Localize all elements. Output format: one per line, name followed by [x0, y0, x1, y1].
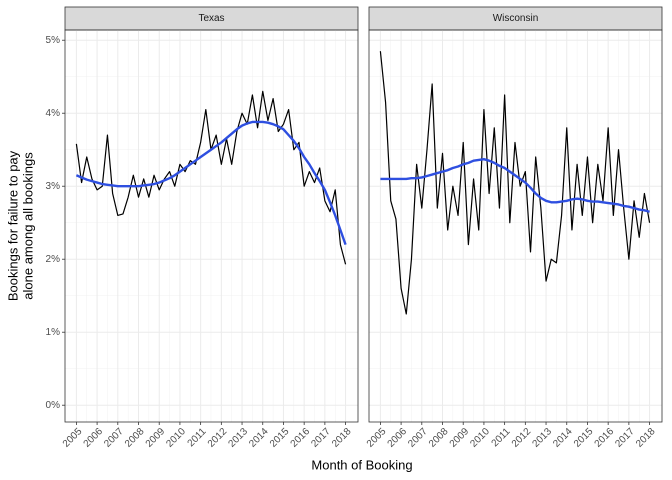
panel-border: [64, 29, 359, 423]
x-tick-label: 2011: [186, 426, 209, 449]
x-tick-label: 2009: [448, 426, 472, 450]
x-tick-label: 2016: [593, 426, 617, 450]
x-tick-label: 2013: [227, 426, 251, 450]
x-tick-label: 2012: [206, 426, 230, 450]
x-tick-label: 2005: [365, 426, 389, 450]
x-tick-label: 2013: [531, 426, 555, 450]
x-tick-label: 2007: [102, 426, 126, 450]
y-tick-label: 3%: [46, 181, 61, 192]
panel-background: [65, 30, 358, 422]
data-line: [379, 51, 651, 315]
y-axis-title: alone among all bookings: [20, 152, 35, 300]
x-tick-label: 2018: [330, 426, 354, 450]
x-tick-label: 2015: [572, 426, 596, 450]
strip-text: Texas: [198, 13, 224, 24]
x-tick-label: 2010: [468, 426, 492, 450]
x-tick-label: 2014: [247, 426, 271, 450]
panel-background: [369, 30, 662, 422]
x-tick-label: 2012: [510, 426, 534, 450]
panel-border: [368, 29, 663, 423]
x-tick-label: 2016: [289, 426, 313, 450]
y-tick-label: 4%: [46, 108, 61, 119]
x-tick-label: 2011: [490, 426, 513, 449]
strip-text: Wisconsin: [493, 13, 539, 24]
x-tick-label: 2014: [551, 426, 575, 450]
smooth-line: [380, 158, 650, 213]
y-tick-label: 5%: [46, 35, 61, 46]
y-axis-title: Bookings for failure to pay: [5, 150, 20, 301]
y-tick-label: 0%: [46, 400, 61, 411]
x-axis-title: Month of Booking: [311, 457, 412, 472]
x-tick-label: 2008: [427, 426, 451, 450]
x-tick-label: 2009: [144, 426, 168, 450]
x-tick-label: 2005: [61, 426, 85, 450]
x-tick-label: 2018: [634, 426, 658, 450]
x-tick-label: 2015: [268, 426, 292, 450]
smooth-line: [75, 120, 347, 246]
x-tick-label: 2010: [164, 426, 188, 450]
y-tick-label: 1%: [46, 327, 61, 338]
x-tick-label: 2017: [613, 426, 637, 450]
x-tick-label: 2006: [386, 426, 410, 450]
x-tick-label: 2006: [82, 426, 106, 450]
x-tick-label: 2008: [123, 426, 147, 450]
x-tick-label: 2017: [309, 426, 333, 450]
x-tick-label: 2007: [406, 426, 430, 450]
y-tick-label: 2%: [46, 254, 61, 265]
